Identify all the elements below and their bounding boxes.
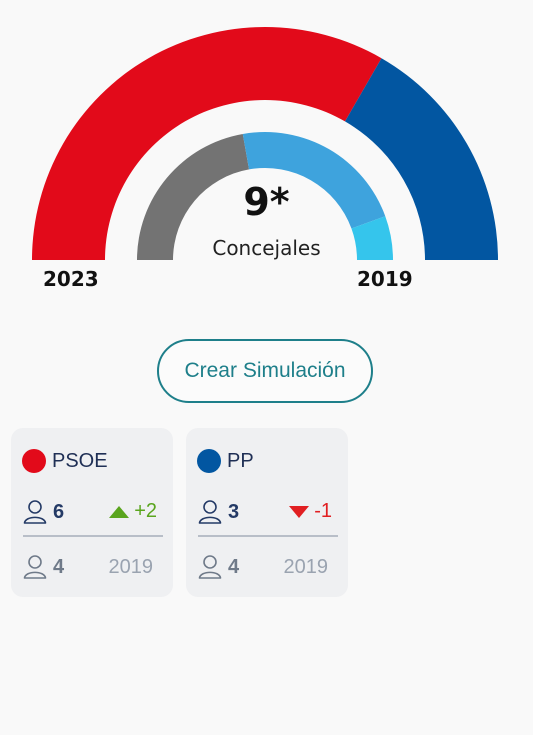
party-name: PP: [227, 449, 254, 472]
inner-ring-slice-1: [242, 132, 386, 229]
inner-ring-slice-0: [137, 133, 250, 260]
previous-seats-row: 4 2019: [23, 553, 163, 581]
person-outline-icon: [198, 555, 222, 579]
party-color-dot: [22, 449, 46, 473]
party-name: PSOE: [52, 449, 108, 472]
party-card-psoe[interactable]: PSOE 6 +2 4 2019: [11, 428, 173, 597]
party-color-dot: [197, 449, 221, 473]
outer-ring-slice-0: [32, 27, 382, 261]
seat-change-value: +2: [134, 500, 157, 522]
person-outline-icon: [198, 500, 222, 524]
seat-change: +2: [109, 500, 157, 523]
previous-year: 2019: [283, 556, 329, 578]
current-seats-row: 6 +2: [23, 498, 163, 526]
seat-change: -1: [289, 500, 332, 523]
current-seats: 3: [228, 501, 240, 523]
party-header: PSOE: [22, 449, 108, 473]
previous-seats-row: 4 2019: [198, 553, 338, 581]
seat-change-value: -1: [314, 500, 332, 522]
person-outline-icon: [23, 555, 47, 579]
outer-ring-year-label: 2023: [43, 267, 99, 291]
hemicycle-chart: [32, 27, 498, 261]
create-simulation-button[interactable]: Crear Simulación: [157, 339, 373, 403]
current-seats-row: 3 -1: [198, 498, 338, 526]
previous-seats: 4: [228, 556, 240, 578]
inner-ring-year-label: 2019: [357, 267, 413, 291]
party-card-pp[interactable]: PP 3 -1 4 2019: [186, 428, 348, 597]
inner-ring-slice-2: [351, 216, 393, 260]
card-divider: [23, 535, 163, 537]
previous-year: 2019: [108, 556, 154, 578]
party-header: PP: [197, 449, 254, 473]
total-seats: 9*: [243, 180, 290, 224]
triangle-down-icon: [289, 505, 310, 518]
person-outline-icon: [23, 500, 47, 524]
current-seats: 6: [53, 501, 65, 523]
card-divider: [198, 535, 338, 537]
previous-seats: 4: [53, 556, 65, 578]
total-seats-label: Concejales: [212, 236, 321, 260]
outer-ring-slice-1: [345, 58, 498, 260]
triangle-up-icon: [109, 505, 130, 518]
